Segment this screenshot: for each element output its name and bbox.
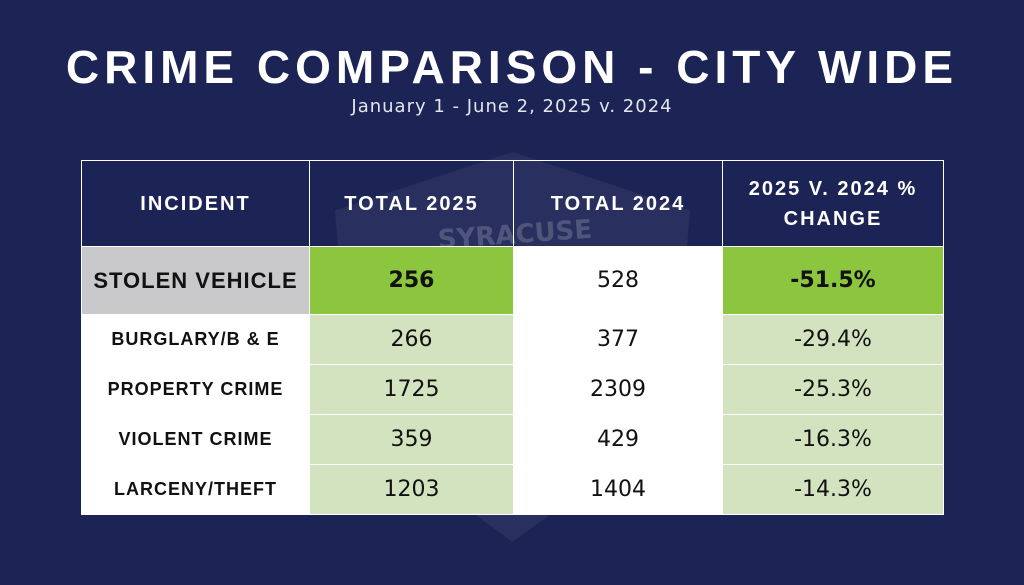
incident-label: BURGLARY/B & E — [81, 314, 310, 365]
cell-value: -25.3% — [722, 364, 944, 415]
cell-value: 256 — [309, 246, 514, 315]
table-row: BURGLARY/B & E 266 377 -29.4% — [81, 314, 944, 365]
cell-value: 429 — [513, 414, 723, 465]
cell-value: -29.4% — [722, 314, 944, 365]
cell-value: 1203 — [309, 464, 514, 515]
cell-value: 2309 — [513, 364, 723, 415]
cell-value: 1725 — [309, 364, 514, 415]
column-header: 2025 V. 2024 % CHANGE — [722, 160, 944, 247]
subtitle: January 1 - June 2, 2025 v. 2024 — [351, 96, 673, 117]
title: CRIME COMPARISON - CITY WIDE — [65, 41, 959, 93]
table-body: STOLEN VEHICLE 256 528 -51.5% BURGLARY/B & E… — [81, 246, 944, 515]
cell-value: -51.5% — [722, 246, 944, 315]
comparison-table: INCIDENT TOTAL 2025 TOTAL 2024 2025 V. 2024… — [81, 160, 944, 515]
column-header: INCIDENT — [81, 160, 310, 247]
cell-value: 266 — [309, 314, 514, 365]
incident-label: STOLEN VEHICLE — [81, 246, 310, 315]
table-row: LARCENY/THEFT 1203 1404 -14.3% — [81, 464, 944, 515]
header-row: INCIDENT TOTAL 2025 TOTAL 2024 2025 V. 2024… — [81, 160, 944, 247]
cell-value: 359 — [309, 414, 514, 465]
incident-label: PROPERTY CRIME — [81, 364, 310, 415]
cell-value: 377 — [513, 314, 723, 365]
incident-label: VIOLENT CRIME — [81, 414, 310, 465]
table-row: PROPERTY CRIME 1725 2309 -25.3% — [81, 364, 944, 415]
column-header: TOTAL 2025 — [309, 160, 514, 247]
cell-value: 528 — [513, 246, 723, 315]
cell-value: 1404 — [513, 464, 723, 515]
table-row: VIOLENT CRIME 359 429 -16.3% — [81, 414, 944, 465]
table-row: STOLEN VEHICLE 256 528 -51.5% — [81, 246, 944, 315]
column-header: TOTAL 2024 — [513, 160, 723, 247]
cell-value: -14.3% — [722, 464, 944, 515]
cell-value: -16.3% — [722, 414, 944, 465]
incident-label: LARCENY/THEFT — [81, 464, 310, 515]
